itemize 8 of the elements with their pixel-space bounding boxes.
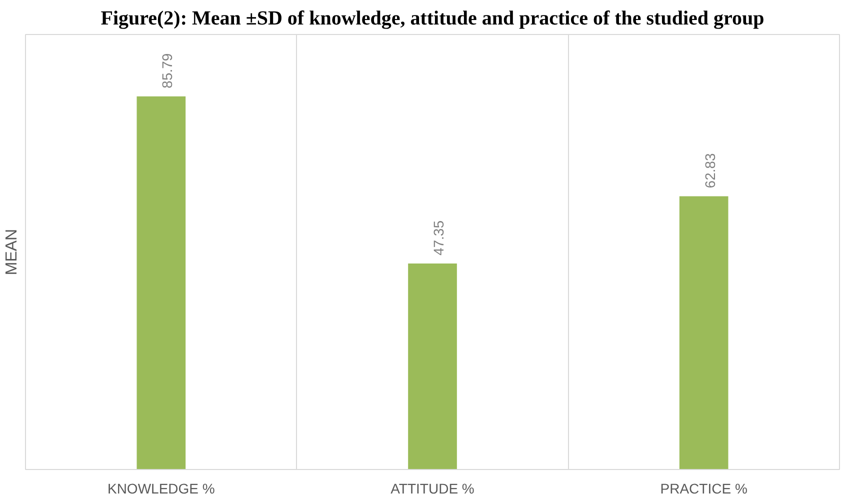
data-label: 47.35 bbox=[430, 220, 446, 256]
data-label: 85.79 bbox=[159, 53, 176, 88]
x-tick-label: KNOWLEDGE % bbox=[107, 480, 215, 496]
chart-title: Figure(2): Mean ±SD of knowledge, attitude and practice of the studied group bbox=[100, 8, 764, 30]
x-tick-label: ATTITUDE % bbox=[390, 480, 474, 496]
y-axis-title: MEAN bbox=[4, 228, 20, 276]
x-tick-label: PRACTICE % bbox=[660, 480, 748, 496]
data-label: 62.83 bbox=[702, 152, 718, 188]
